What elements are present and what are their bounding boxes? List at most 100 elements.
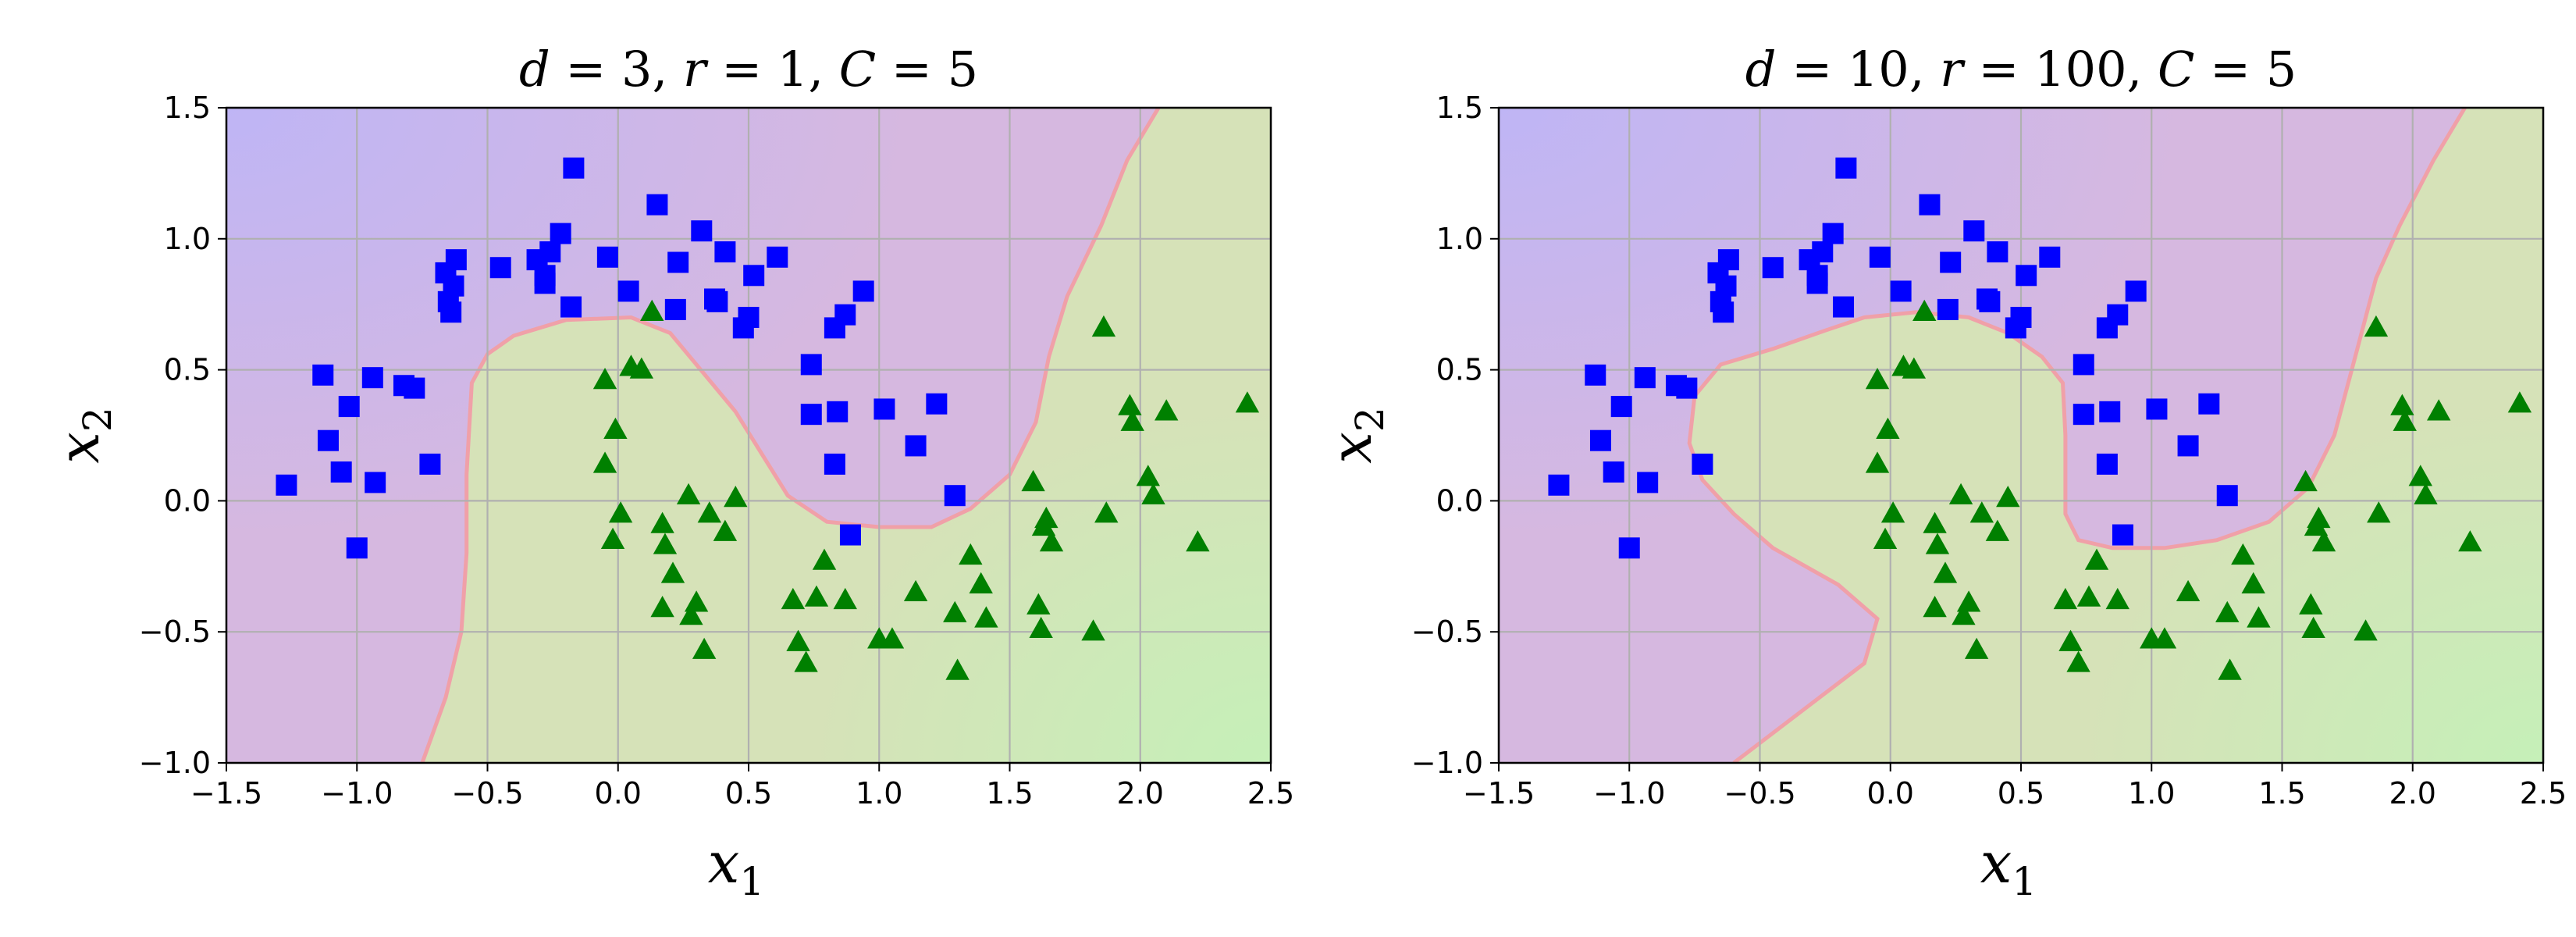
point-square — [1692, 453, 1713, 475]
point-triangle — [1186, 530, 1210, 552]
point-triangle — [684, 590, 709, 612]
x-tick-label: −0.5 — [451, 776, 523, 811]
point-triangle — [1136, 465, 1160, 486]
point-triangle — [2393, 409, 2417, 431]
point-triangle — [945, 658, 970, 680]
point-triangle — [2053, 587, 2078, 610]
point-triangle — [2390, 394, 2414, 415]
title-part: = 5 — [2194, 41, 2297, 98]
point-square — [1762, 257, 1784, 279]
point-triangle — [2231, 543, 2255, 565]
y-axis-label-main: x — [46, 432, 112, 464]
point-square — [1937, 298, 1959, 320]
point-square — [419, 453, 441, 475]
point-triangle — [2301, 616, 2325, 639]
point-triangle — [2414, 483, 2438, 504]
x-tick-label: 0.0 — [595, 776, 642, 811]
point-triangle — [1034, 506, 1059, 529]
point-triangle — [2364, 315, 2389, 337]
point-square — [330, 461, 352, 483]
point-square — [743, 265, 765, 287]
point-triangle — [794, 650, 818, 672]
point-triangle — [629, 357, 654, 379]
point-square — [596, 246, 618, 268]
y-axis-label-main: x — [1318, 432, 1384, 464]
y-tick-label: 1.0 — [1436, 222, 1483, 256]
title-part: = 100, — [1963, 41, 2158, 98]
y-axis-label: x2 — [1318, 407, 1393, 463]
point-square — [1713, 301, 1735, 323]
point-triangle — [1026, 593, 1051, 615]
series-square — [276, 157, 966, 559]
point-triangle — [2354, 619, 2378, 641]
y-tick-label: 0.5 — [164, 353, 211, 387]
decision-boundary — [1687, 108, 2467, 763]
point-triangle — [600, 527, 625, 549]
point-triangle — [650, 595, 674, 618]
point-square — [1717, 249, 1739, 271]
point-triangle — [786, 629, 810, 651]
decision-regions — [1499, 108, 2543, 763]
x-tick-label: 1.5 — [986, 776, 1033, 811]
point-triangle — [1094, 501, 1119, 523]
point-square — [2125, 280, 2147, 302]
y-axis-label-sub: 2 — [1347, 407, 1393, 432]
x-tick-label: 0.5 — [1998, 776, 2044, 811]
point-triangle — [1081, 619, 1105, 641]
point-square — [1979, 290, 2001, 312]
point-square — [1806, 273, 1828, 294]
point-triangle — [2084, 548, 2109, 570]
x-tick-label: 2.5 — [2520, 776, 2567, 811]
point-square — [664, 298, 686, 320]
point-triangle — [2152, 627, 2177, 649]
x-tick-label: 0.5 — [725, 776, 772, 811]
point-square — [1585, 364, 1606, 386]
y-tick-label: 0.0 — [1436, 483, 1483, 518]
x-tick-label: −1.0 — [1593, 776, 1665, 811]
decision-regions — [226, 108, 1271, 763]
point-triangle — [2066, 650, 2090, 672]
point-triangle — [1902, 357, 1927, 379]
y-tick-label: −0.5 — [1411, 615, 1483, 649]
x-tick-label: 0.0 — [1867, 776, 1914, 811]
point-square — [905, 435, 927, 457]
x-tick-label: 2.0 — [1117, 776, 1164, 811]
point-square — [1812, 241, 1834, 263]
x-tick-label: 1.5 — [2258, 776, 2305, 811]
point-triangle — [660, 561, 685, 583]
point-square — [706, 290, 728, 312]
point-square — [440, 301, 462, 323]
point-square — [1890, 280, 1912, 302]
point-triangle — [1956, 590, 1981, 612]
point-triangle — [1996, 486, 2020, 508]
point-triangle — [974, 606, 998, 628]
y-axis-label-sub: 2 — [75, 407, 120, 432]
point-square — [691, 220, 713, 242]
point-square — [2216, 485, 2238, 507]
point-triangle — [713, 519, 738, 541]
point-square — [824, 453, 845, 475]
point-triangle — [1969, 501, 1994, 523]
point-triangle — [1952, 604, 1976, 625]
point-square — [800, 354, 822, 376]
point-square — [926, 393, 948, 415]
point-triangle — [1865, 451, 1890, 473]
point-square — [1589, 429, 1611, 451]
point-square — [2073, 404, 2094, 426]
point-square — [2016, 265, 2037, 287]
point-square — [2010, 306, 2032, 328]
point-square — [839, 524, 861, 546]
point-triangle — [2311, 530, 2336, 552]
point-triangle — [1933, 561, 1958, 583]
x-tick-label: −1.5 — [190, 776, 262, 811]
title-part: d — [1745, 41, 1777, 98]
point-square — [346, 537, 368, 559]
x-tick-label: −1.0 — [321, 776, 393, 811]
point-square — [1548, 474, 1570, 496]
point-square — [550, 223, 571, 244]
point-square — [2198, 393, 2220, 415]
region-class-1 — [422, 108, 1271, 763]
point-square — [767, 246, 788, 268]
point-triangle — [640, 299, 664, 321]
